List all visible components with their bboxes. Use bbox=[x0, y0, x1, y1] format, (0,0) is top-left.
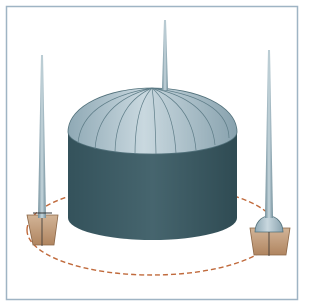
illustration bbox=[0, 0, 304, 306]
page bbox=[0, 0, 304, 306]
